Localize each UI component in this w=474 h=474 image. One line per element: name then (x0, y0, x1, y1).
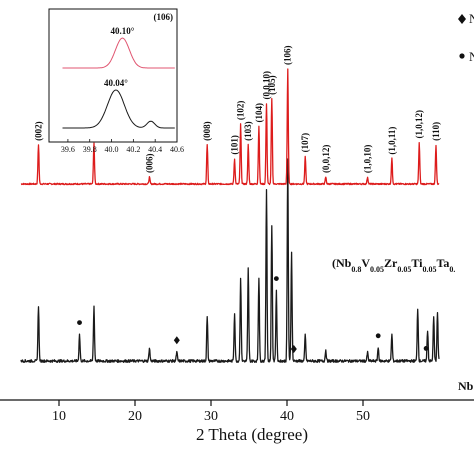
phase-diamond-marker (173, 336, 180, 345)
hkl-label: (103) (243, 121, 253, 140)
phase-dot-marker (273, 276, 279, 281)
phase-diamond-marker (290, 344, 297, 353)
hkl-label: (006) (144, 154, 154, 174)
inset-tick-label: 40.0 (105, 145, 119, 154)
top-series-label-part: (Nb (332, 256, 352, 270)
x-tick-label: 20 (128, 409, 142, 424)
phase-dot-marker (423, 346, 429, 351)
legend-entry-1-label: N (469, 49, 474, 64)
hkl-label: (107) (300, 133, 310, 153)
phase-markers (77, 276, 429, 353)
phase-dot-marker (77, 320, 82, 325)
x-tick-label: 50 (356, 409, 370, 424)
legend-diamond-icon (458, 14, 466, 24)
hkl-label: (104) (254, 103, 264, 123)
legend-entry-0-label: N (469, 11, 474, 26)
inset-series-line (62, 37, 175, 69)
hkl-label: (106) (283, 45, 293, 65)
legend: N N (458, 11, 474, 64)
top-series-label-part: 0.8 (351, 265, 361, 274)
inset-series: 40.10° 40.04° (62, 26, 175, 129)
hkl-label: (101) (230, 135, 240, 155)
top-series-label: (Nb0.8V0.05Zr0.05Ti0.05Ta0. (332, 256, 455, 274)
inset-tick-label: 40.6 (170, 145, 184, 154)
hkl-label: (008) (202, 121, 212, 141)
legend-dot-icon (459, 53, 465, 59)
top-series-label-part: 0.05 (422, 265, 436, 274)
inset-hkl-label: (106) (154, 12, 174, 22)
series-line-0 (20, 68, 440, 186)
hkl-label: (110) (431, 122, 441, 141)
inset-tick-label: 40.2 (126, 145, 140, 154)
inset-frame (48, 8, 178, 143)
top-series-label-part: 0.05 (397, 265, 411, 274)
hkl-label: (002) (33, 121, 43, 141)
inset-x-ticks: 39.6 39.8 40.0 40.2 40.4 40.6 (61, 139, 184, 154)
inset-tick-label: 40.4 (148, 145, 162, 154)
hkl-label: (1,0,10) (363, 145, 373, 174)
hkl-label: (1,0,11) (387, 127, 397, 155)
top-series-label-part: Zr (384, 256, 398, 270)
inset-tick-label: 39.8 (83, 145, 97, 154)
top-series-label-part: 0.05 (370, 265, 384, 274)
inset-tick-label: 39.6 (61, 145, 75, 154)
hkl-label: (0,0,10) (261, 71, 271, 100)
top-series-label-part: 0. (449, 265, 455, 274)
series-top (20, 68, 440, 186)
series-line-1 (20, 158, 440, 363)
inset-peak-label: 40.10° (111, 26, 135, 36)
inset-peak-label: 40.04° (104, 78, 128, 88)
x-tick-label: 40 (280, 409, 294, 424)
hkl-label: (105) (267, 75, 277, 95)
hkl-labels: (002)(004)(006)(008)(101)(102)(103)(104)… (33, 45, 440, 173)
inset-series-line (62, 89, 175, 129)
x-tick-label: 10 (52, 409, 66, 424)
top-series-label-part: Ta (436, 256, 449, 270)
top-series-label-part: V (361, 256, 370, 270)
top-series-label-part: Ti (411, 256, 423, 270)
x-axis-ticks: 10 20 30 40 50 (52, 400, 370, 424)
main-plot-area: 10 20 30 40 50 2 Theta (degree) (0, 399, 474, 444)
hkl-label: (0,0,12) (321, 145, 331, 174)
x-axis-title: 2 Theta (degree) (196, 425, 308, 444)
hkl-label: (1,0,12) (414, 110, 424, 139)
phase-dot-marker (375, 333, 381, 339)
bottom-series-label: Nb (458, 379, 474, 393)
inset-plot: (106) 39.6 39.8 40.0 40.2 40.4 40.6 40.10°40.… (48, 8, 184, 154)
series-bottom (20, 158, 440, 363)
hkl-label: (102) (236, 101, 246, 121)
x-tick-label: 30 (204, 409, 218, 424)
